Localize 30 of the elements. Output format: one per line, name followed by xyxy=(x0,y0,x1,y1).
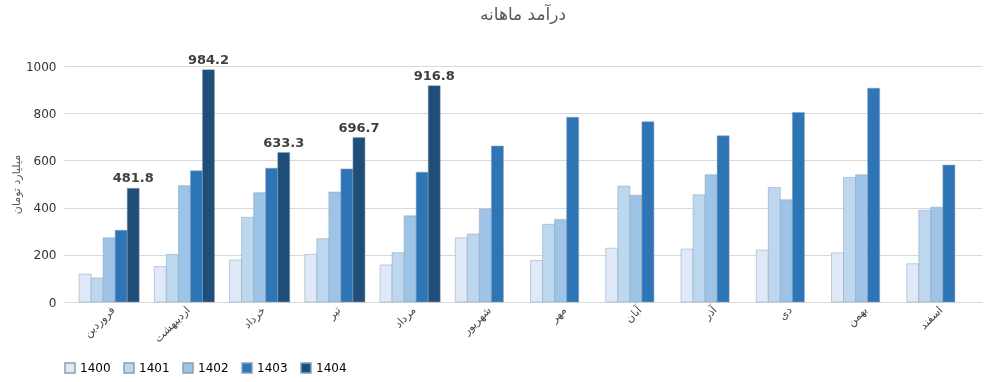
x-tick-label: بهمن xyxy=(844,303,871,330)
legend-label: 1400 xyxy=(80,361,111,375)
x-tick-label: آبان xyxy=(622,302,646,326)
data-label: 916.8 xyxy=(413,67,455,83)
legend-label: 1402 xyxy=(198,361,229,375)
x-tick-label: خرداد xyxy=(240,303,269,332)
x-tick-label: فروردین xyxy=(81,303,118,341)
x-tick-label: مرداد xyxy=(391,303,419,331)
y-tick-label: 1000 xyxy=(25,59,57,74)
y-tick-label: 0 xyxy=(48,295,57,310)
x-tick-label: آذر xyxy=(699,302,721,324)
x-tick-label: تیر xyxy=(324,303,344,323)
data-label: 481.8 xyxy=(112,170,154,186)
y-tick-label: 200 xyxy=(33,248,57,263)
x-tick-label: دی xyxy=(776,303,795,323)
data-label: 696.7 xyxy=(338,119,380,135)
y-tick-label: 600 xyxy=(33,153,57,168)
x-tick-label: شهریور xyxy=(459,303,494,339)
legend-label: 1404 xyxy=(316,361,347,375)
x-tick-label: اردیبهشت xyxy=(151,303,193,346)
y-tick-label: 800 xyxy=(33,106,57,121)
data-label: 984.2 xyxy=(187,51,230,67)
x-tick-label: مهر xyxy=(547,303,570,326)
y-axis-title: میلیارد تومان xyxy=(9,154,23,215)
legend-label: 1403 xyxy=(257,361,288,375)
chart-title: درآمد ماهانه xyxy=(479,2,567,24)
legend-label: 1401 xyxy=(139,361,170,375)
y-tick-label: 400 xyxy=(33,201,57,216)
data-label: 633.3 xyxy=(263,134,305,150)
x-tick-label: اسفند xyxy=(917,303,946,333)
